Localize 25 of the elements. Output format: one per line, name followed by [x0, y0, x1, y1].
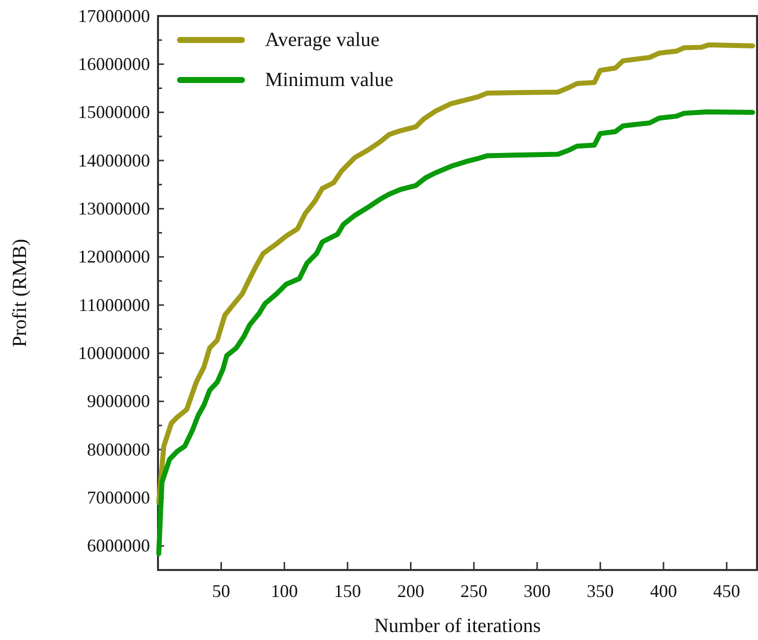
legend-label: Average value: [265, 29, 380, 51]
x-axis-title: Number of iterations: [374, 615, 542, 637]
y-tick-label: 10000000: [78, 342, 150, 363]
y-tick-label: 8000000: [87, 439, 150, 460]
y-axis-title: Profit (RMB): [9, 238, 31, 348]
y-tick-label: 9000000: [87, 391, 150, 412]
y-tick-label: 6000000: [87, 536, 150, 556]
y-tick-label: 15000000: [78, 102, 150, 122]
x-tick-label: 400: [650, 580, 677, 601]
x-tick-label: 100: [270, 580, 298, 601]
x-tick-label: 250: [460, 580, 488, 601]
y-tick-label: 13000000: [78, 198, 150, 218]
y-tick-label: 14000000: [78, 150, 150, 170]
legend-label: Minimum value: [265, 69, 394, 91]
x-tick-label: 150: [334, 580, 362, 601]
x-tick-label: 300: [524, 580, 551, 601]
y-tick-label: 7000000: [87, 488, 150, 508]
x-tick-label: 50: [212, 580, 230, 601]
x-tick-label: 450: [713, 580, 740, 601]
y-tick-label: 12000000: [78, 246, 150, 267]
y-tick-label: 16000000: [78, 54, 150, 74]
x-tick-label: 200: [397, 580, 424, 601]
x-tick-label: 350: [586, 580, 614, 601]
y-tick-label: 11000000: [78, 294, 150, 315]
y-tick-label: 17000000: [78, 6, 150, 26]
